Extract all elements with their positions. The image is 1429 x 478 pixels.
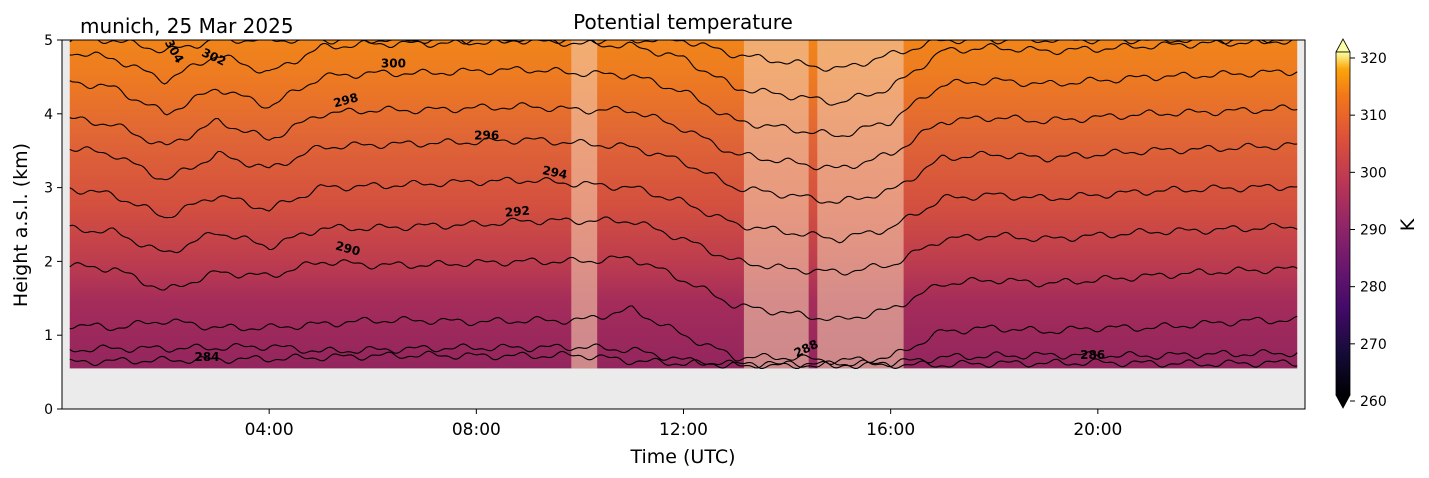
x-axis-ticks: 04:00 08:00 12:00 16:00 20:00: [245, 409, 1122, 440]
contour-label: 292: [504, 204, 530, 220]
y-tick-label: 0: [44, 402, 53, 418]
x-tick-label: 12:00: [659, 420, 708, 440]
contour-label: 286: [1080, 348, 1105, 362]
masked-period: [743, 40, 809, 369]
isentrope-298: [69, 102, 1298, 171]
colorbar-tick-label: 260: [1360, 394, 1387, 410]
isentrope-302: [69, 40, 1298, 106]
isentrope-contours: [69, 40, 1298, 369]
isentrope-294: [69, 176, 1298, 244]
x-tick-label: 20:00: [1073, 420, 1122, 440]
x-tick-label: 16:00: [866, 420, 915, 440]
y-axis-label: Height a.s.l. (km): [10, 143, 32, 307]
y-tick-label: 4: [44, 107, 53, 123]
y-tick-label: 5: [44, 33, 53, 49]
isentrope-304: [69, 40, 1298, 72]
colorbar-tick-label: 300: [1360, 165, 1387, 181]
isentrope-286: [69, 342, 1298, 369]
isentrope-300: [69, 66, 1298, 138]
isentrope-292: [69, 216, 1298, 276]
masked-periods: [571, 40, 904, 369]
x-tick-label: 08:00: [452, 420, 501, 440]
x-tick-label: 04:00: [245, 420, 294, 440]
colorbar-gradient: [1335, 51, 1351, 396]
isentrope-284: [69, 350, 1298, 369]
masked-period: [817, 40, 904, 369]
isentrope-290: [69, 255, 1298, 322]
contour-label: 300: [381, 56, 406, 70]
temperature-field: [69, 40, 1298, 369]
x-axis-label: Time (UTC): [629, 446, 735, 468]
y-tick-label: 2: [44, 254, 53, 270]
isentrope-288: [69, 305, 1298, 365]
colorbar-tick-label: 270: [1360, 337, 1387, 353]
contour-label: 294: [541, 163, 568, 182]
colorbar-min-extend: [1335, 394, 1351, 409]
colorbar-ticks: 260 270 280 290 300 310 320: [1350, 51, 1387, 410]
contour-label: 296: [474, 129, 499, 143]
y-tick-label: 1: [44, 328, 53, 344]
colorbar-max-extend: [1335, 38, 1351, 53]
contour-label: 284: [194, 350, 219, 364]
y-axis-ticks: 0 1 2 3 4 5: [44, 33, 62, 418]
isentrope-296: [69, 137, 1298, 204]
colorbar-label: K: [1397, 218, 1419, 231]
masked-period: [571, 40, 598, 369]
chart-title: Potential temperature: [573, 10, 793, 34]
colorbar-tick-label: 320: [1360, 51, 1387, 67]
contour-label: 298: [332, 90, 360, 110]
contour-label: 290: [334, 239, 362, 259]
colorbar-tick-label: 290: [1360, 223, 1387, 239]
chart-subtitle: munich, 25 Mar 2025: [80, 14, 294, 38]
y-tick-label: 3: [44, 181, 53, 197]
colorbar: 260 270 280 290 300 310 320 K: [1335, 38, 1419, 410]
colorbar-tick-label: 310: [1360, 108, 1387, 124]
colorbar-tick-label: 280: [1360, 280, 1387, 296]
